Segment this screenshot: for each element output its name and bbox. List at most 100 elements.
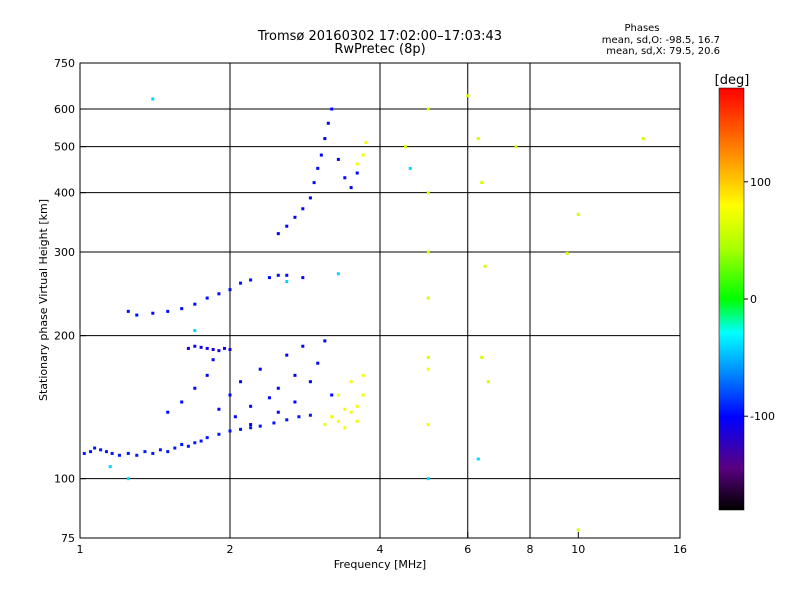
data-point: [316, 361, 320, 365]
data-point: [308, 380, 312, 384]
data-point: [301, 276, 305, 280]
data-point: [301, 207, 305, 211]
data-point: [426, 423, 430, 427]
data-point: [361, 393, 365, 397]
data-point: [135, 453, 139, 457]
data-point: [308, 196, 312, 200]
grid-lines: [80, 63, 680, 538]
series-f1-trace: [126, 273, 305, 317]
data-point: [326, 121, 330, 125]
data-point: [308, 413, 312, 417]
data-point: [239, 281, 243, 285]
data-point: [186, 346, 190, 350]
data-point: [355, 404, 359, 408]
data-point: [110, 451, 114, 455]
data-point: [565, 251, 569, 255]
data-points: [82, 94, 645, 532]
data-point: [217, 407, 221, 411]
chart-title: Tromsø 20160302 17:02:00–17:03:43: [257, 29, 502, 44]
data-point: [205, 436, 209, 440]
data-point: [285, 273, 289, 277]
data-point: [205, 373, 209, 377]
data-point: [403, 145, 407, 149]
data-point: [217, 432, 221, 436]
data-point: [180, 443, 184, 447]
data-point: [205, 346, 209, 350]
x-axis-label: Frequency [MHz]: [334, 558, 426, 571]
plot-area: [79, 62, 681, 539]
y-axis-label: Stationary phase Virtual Height [km]: [37, 199, 50, 401]
data-point: [336, 157, 340, 161]
data-point: [239, 380, 243, 384]
phase-stats-x: mean, sd,X: 79.5, 20.6: [606, 46, 720, 57]
data-point: [293, 373, 297, 377]
data-point: [249, 426, 253, 430]
series-e-region-spread: [166, 339, 334, 427]
data-point: [193, 386, 197, 390]
data-point: [293, 400, 297, 404]
colorbar-tick-label: -100: [750, 410, 775, 423]
data-point: [82, 451, 86, 455]
data-point: [267, 276, 271, 280]
colorbar-label: [deg]: [715, 73, 750, 88]
data-point: [576, 528, 580, 532]
series-f2-trace: [276, 107, 359, 236]
y-tick-label: 75: [61, 532, 75, 545]
data-point: [228, 429, 232, 433]
colorbar-ticks: 100 0 -100: [744, 176, 775, 423]
data-point: [228, 348, 232, 352]
data-point: [199, 439, 203, 443]
colorbar: [718, 87, 745, 511]
data-point: [316, 166, 320, 170]
data-point: [323, 423, 327, 427]
data-point: [336, 419, 340, 423]
data-point: [93, 446, 97, 450]
data-point: [135, 313, 139, 317]
y-tick-label: 600: [54, 103, 75, 116]
data-point: [361, 373, 365, 377]
y-tick-label: 100: [54, 473, 75, 486]
data-point: [205, 296, 209, 300]
y-tick-label: 750: [54, 57, 75, 70]
data-point: [276, 410, 280, 414]
data-point: [285, 224, 289, 228]
data-point: [330, 415, 334, 419]
data-point: [258, 424, 262, 428]
phase-stats-o: mean, sd,O: -98.5, 16.7: [602, 35, 720, 46]
data-point: [186, 444, 190, 448]
data-point: [217, 292, 221, 296]
data-point: [193, 302, 197, 306]
data-point: [193, 329, 197, 333]
data-point: [173, 446, 177, 450]
data-point: [180, 400, 184, 404]
data-point: [426, 477, 430, 481]
data-point: [193, 344, 197, 348]
data-point: [99, 448, 103, 452]
data-point: [576, 212, 580, 216]
series-isolated-echoes: [108, 97, 480, 481]
x-tick-label: 16: [673, 543, 687, 556]
data-point: [276, 273, 280, 277]
data-point: [151, 451, 155, 455]
data-point: [343, 407, 347, 411]
data-point: [349, 186, 353, 190]
x-tick-label: 2: [227, 543, 234, 556]
data-point: [285, 418, 289, 422]
colorbar-tick-label: 100: [750, 176, 771, 189]
data-point: [151, 311, 155, 315]
data-point: [126, 309, 130, 313]
data-point: [180, 307, 184, 311]
data-point: [276, 232, 280, 236]
series-interference-lines: [403, 94, 645, 532]
phase-heading: Phases: [624, 23, 659, 34]
data-point: [426, 250, 430, 254]
data-point: [361, 153, 365, 157]
data-point: [217, 349, 221, 353]
x-tick-label: 10: [571, 543, 585, 556]
data-point: [319, 153, 323, 157]
colorbar-tick-label: 0: [750, 293, 757, 306]
data-point: [293, 215, 297, 219]
data-point: [301, 344, 305, 348]
data-point: [336, 393, 340, 397]
